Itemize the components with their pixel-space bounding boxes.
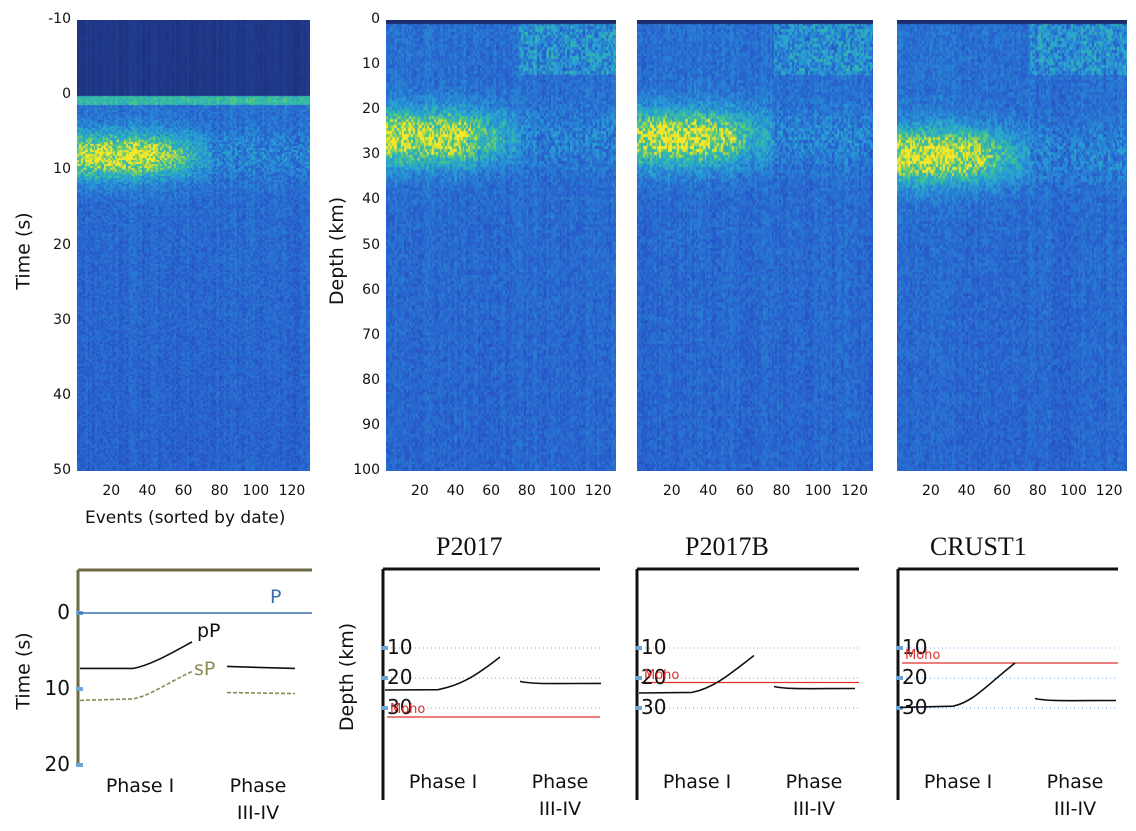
y-tick-label: 80 — [362, 371, 380, 388]
y-tick-mark — [381, 706, 388, 710]
phase1-depth-curve — [384, 656, 501, 691]
y-tick-mark — [896, 646, 903, 650]
schematic-title-p2017: P2017 — [436, 532, 503, 561]
x-tick-label: 20 — [662, 483, 681, 499]
phase1-depth-curve — [638, 654, 755, 694]
y-tick-mark — [635, 646, 642, 650]
x-tick-label: 60 — [736, 483, 754, 499]
x-tick-label: 80 — [772, 483, 791, 499]
schematic-title-crust1: CRUST1 — [930, 532, 1027, 561]
x-tick-label: 100 — [242, 483, 270, 499]
heatmap-time — [77, 20, 310, 471]
y-tick-label: 0 — [57, 600, 70, 624]
heatmap-depth-p2017 — [386, 20, 616, 471]
x-tick-label: 100 — [804, 483, 832, 499]
pp-phase34-curve — [226, 665, 296, 670]
y-tick-label: 70 — [362, 326, 380, 343]
moho-label: Moho — [905, 648, 941, 663]
phase34-depth-curve — [1034, 697, 1117, 702]
phase-label-phase-i: Phase I — [408, 771, 478, 793]
y-tick-label: 90 — [362, 416, 380, 433]
y-tick-label: 20 — [387, 665, 413, 689]
phase-label-phase-iii-iv: Phase III-IV — [1046, 771, 1104, 820]
x-tick-label: 60 — [993, 483, 1012, 499]
phase34-depth-curve — [773, 685, 856, 690]
x-tick-label: 60 — [482, 483, 501, 499]
y-tick-label: 10 — [641, 635, 667, 659]
x-tick-label: 20 — [102, 483, 121, 499]
pp-phase1-curve — [80, 641, 193, 670]
y-tick-label: 30 — [53, 311, 71, 328]
phase-label-phase-i: Phase I — [923, 771, 993, 793]
x-tick-label: 120 — [1095, 483, 1123, 499]
x-tick-label: 100 — [549, 483, 576, 499]
moho-label: Moho — [390, 702, 426, 717]
y-tick-label: 30 — [387, 695, 413, 719]
y-tick-label: 20 — [902, 665, 928, 689]
y-tick-label: 60 — [362, 281, 380, 298]
phase-label-phase-iii-iv: Phase III-IV — [785, 771, 843, 820]
phase-label-phase-i: Phase I — [105, 775, 175, 797]
heatmap-depth-p2017b — [637, 20, 873, 471]
y-tick-mark — [896, 676, 903, 680]
y-tick-label: 10 — [902, 635, 928, 659]
y-tick-label: 40 — [53, 386, 71, 403]
y-tick-label: 20 — [362, 101, 380, 118]
x-tick-label: 80 — [517, 483, 536, 499]
y-tick-label: 50 — [362, 236, 380, 253]
y-tick-label: 10 — [44, 676, 70, 700]
y-tick-mark — [635, 676, 642, 680]
x-tick-label: 40 — [957, 483, 976, 499]
x-tick-label: 80 — [210, 483, 229, 499]
phase-label-phase-iii-iv: Phase III-IV — [229, 775, 287, 824]
y-tick-label: -10 — [48, 11, 71, 27]
y-tick-mark — [896, 706, 903, 710]
y-tick-label: 30 — [902, 695, 928, 719]
y-tick-label: 30 — [362, 146, 380, 163]
x-tick-label: 60 — [174, 483, 193, 499]
x-tick-label: 20 — [410, 483, 429, 499]
y-tick-mark — [76, 687, 83, 691]
sp-phase34-curve — [226, 691, 296, 695]
y-tick-label: 0 — [371, 11, 380, 27]
y-tick-label: 10 — [387, 635, 413, 659]
series-label-sp: sP — [194, 657, 216, 680]
x-axis-label-events: Events (sorted by date) — [85, 508, 286, 528]
y-tick-label: 10 — [362, 56, 380, 73]
schematic-title-p2017b: P2017B — [685, 532, 769, 561]
heatmap-depth-crust1 — [897, 20, 1127, 471]
y-tick-label: 100 — [353, 462, 380, 478]
sp-phase1-curve — [79, 670, 193, 702]
y-tick-mark — [381, 676, 388, 680]
y-tick-label: 20 — [53, 236, 71, 253]
phase34-depth-curve — [519, 680, 602, 685]
phase1-depth-curve — [899, 662, 1016, 709]
x-tick-label: 80 — [1028, 483, 1047, 499]
y-tick-label: 0 — [62, 86, 71, 103]
x-tick-label: 40 — [699, 483, 718, 499]
x-tick-label: 100 — [1060, 483, 1087, 499]
moho-label: Moho — [644, 667, 680, 683]
x-tick-label: 120 — [841, 483, 869, 499]
x-tick-label: 120 — [278, 483, 306, 499]
y-tick-mark — [76, 763, 83, 767]
x-tick-label: 120 — [584, 483, 612, 499]
y-tick-label: 10 — [53, 161, 71, 178]
y-tick-label: 20 — [44, 752, 70, 776]
phase-label-phase-i: Phase I — [662, 771, 732, 793]
phase-label-phase-iii-iv: Phase III-IV — [531, 771, 589, 820]
y-tick-label: 30 — [641, 695, 667, 719]
series-label-pp: pP — [197, 619, 221, 642]
x-tick-label: 40 — [138, 483, 157, 499]
x-tick-label: 20 — [921, 483, 940, 499]
y-tick-mark — [381, 646, 388, 650]
y-tick-label: 50 — [53, 462, 71, 478]
y-tick-mark — [635, 706, 642, 710]
series-label-p: P — [270, 586, 282, 608]
x-tick-label: 40 — [446, 483, 465, 499]
y-tick-label: 40 — [362, 191, 380, 208]
y-tick-label: 20 — [641, 665, 667, 689]
